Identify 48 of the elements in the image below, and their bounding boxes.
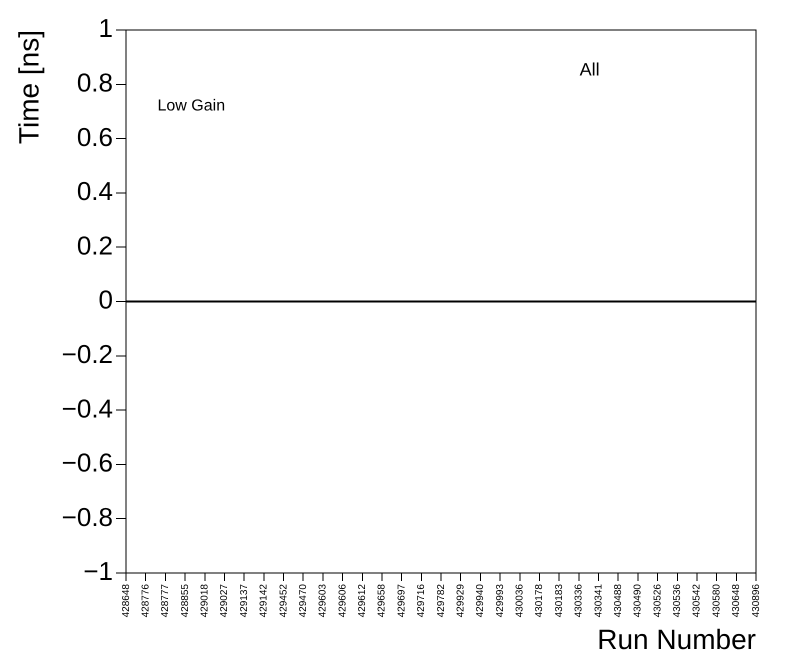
x-tick-label: 428777 [160, 584, 172, 618]
x-tick-label: 429027 [219, 584, 230, 618]
y-tick-label: −0.4 [62, 393, 113, 424]
x-tick-label: 430183 [554, 584, 565, 618]
y-tick-label: 0.4 [76, 176, 113, 206]
x-tick-label: 429137 [238, 584, 250, 618]
x-tick-label: 430542 [692, 584, 703, 618]
y-tick-label: −0.2 [62, 338, 113, 369]
y-tick-label: 0 [98, 284, 113, 315]
x-tick-label: 429018 [200, 584, 210, 618]
x-tick-label: 430036 [514, 584, 526, 618]
x-tick-label: 430648 [731, 584, 742, 618]
y-tick-label: 0.2 [76, 230, 113, 260]
x-tick-label: 429142 [258, 584, 270, 618]
x-tick-label: 429697 [396, 584, 408, 618]
y-tick-label: −1 [83, 556, 113, 586]
x-tick-label: 428648 [120, 584, 132, 618]
x-tick-label: 429470 [298, 584, 309, 618]
x-tick-label: 429658 [376, 584, 388, 618]
y-tick-label: 1 [98, 13, 113, 44]
x-tick-label: 429993 [494, 584, 506, 618]
x-tick-label: 429716 [416, 584, 428, 618]
x-tick-label: 428855 [180, 584, 191, 618]
x-tick-label: 430490 [632, 584, 644, 618]
x-tick-label: 430341 [593, 584, 604, 618]
annotation: Low Gain [158, 97, 226, 114]
x-tick-label: 428776 [140, 584, 152, 618]
x-tick-label: 429929 [455, 584, 466, 618]
x-tick-label: 429782 [436, 584, 447, 618]
x-tick-label: 429606 [337, 584, 348, 618]
x-tick-label: 430488 [612, 584, 624, 618]
x-tick-label: 430526 [652, 584, 664, 618]
y-tick-label: 0.6 [76, 122, 113, 152]
annotation: All [580, 60, 600, 80]
y-tick-label: 0.8 [76, 67, 113, 98]
y-tick-label: −0.8 [62, 502, 113, 532]
x-tick-label: 430178 [534, 584, 546, 618]
x-tick-label: 430580 [711, 584, 722, 618]
x-tick-label: 430336 [574, 584, 585, 618]
x-tick-label: 430536 [672, 584, 683, 618]
x-tick-label: 430896 [750, 584, 762, 618]
x-tick-label: 429603 [318, 584, 329, 618]
x-tick-label: 429612 [357, 584, 368, 618]
x-tick-label: 429452 [278, 584, 290, 618]
x-axis-title: Run Number [597, 624, 756, 655]
y-tick-label: −0.6 [62, 448, 113, 478]
y-axis-title: Time [ns] [14, 30, 45, 144]
x-tick-label: 429940 [475, 584, 486, 618]
